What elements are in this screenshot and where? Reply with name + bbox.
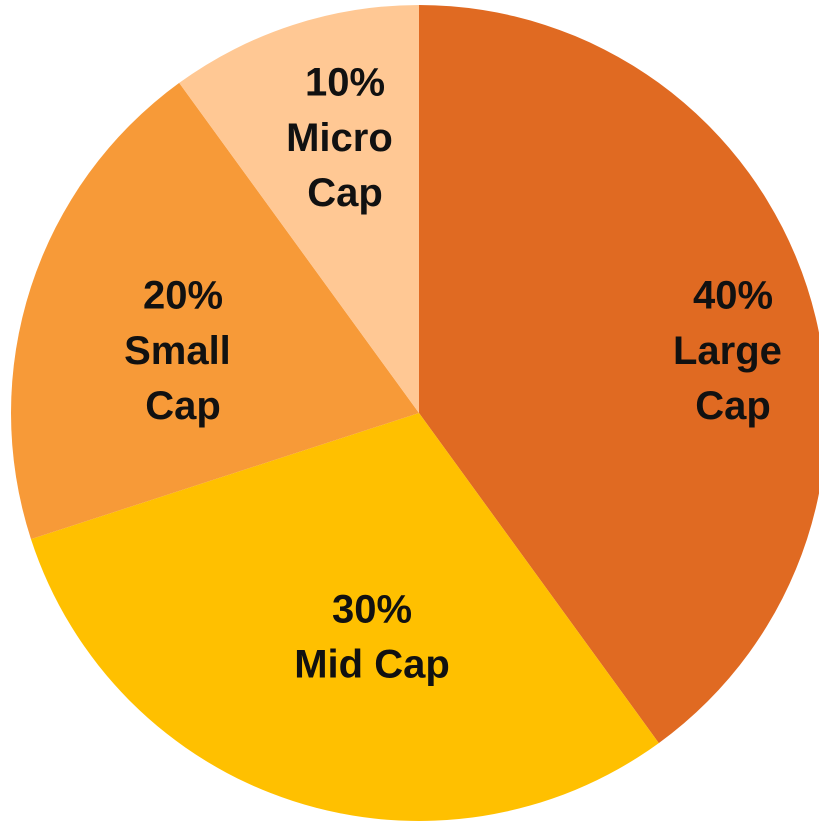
value-label: 30% [332, 588, 412, 632]
pie-slice [419, 5, 819, 744]
pie-slice [11, 82, 420, 540]
value-label: 40% [693, 274, 773, 318]
value-label: 10% [305, 61, 385, 105]
category-label: Large Cap [673, 329, 793, 428]
category-label: Micro Cap [286, 116, 404, 215]
category-label: Mid Cap [294, 643, 450, 687]
pie-slice [179, 5, 419, 413]
pie-slice [30, 413, 659, 822]
value-label: 20% [143, 274, 223, 318]
category-label: Small Cap [124, 329, 242, 428]
